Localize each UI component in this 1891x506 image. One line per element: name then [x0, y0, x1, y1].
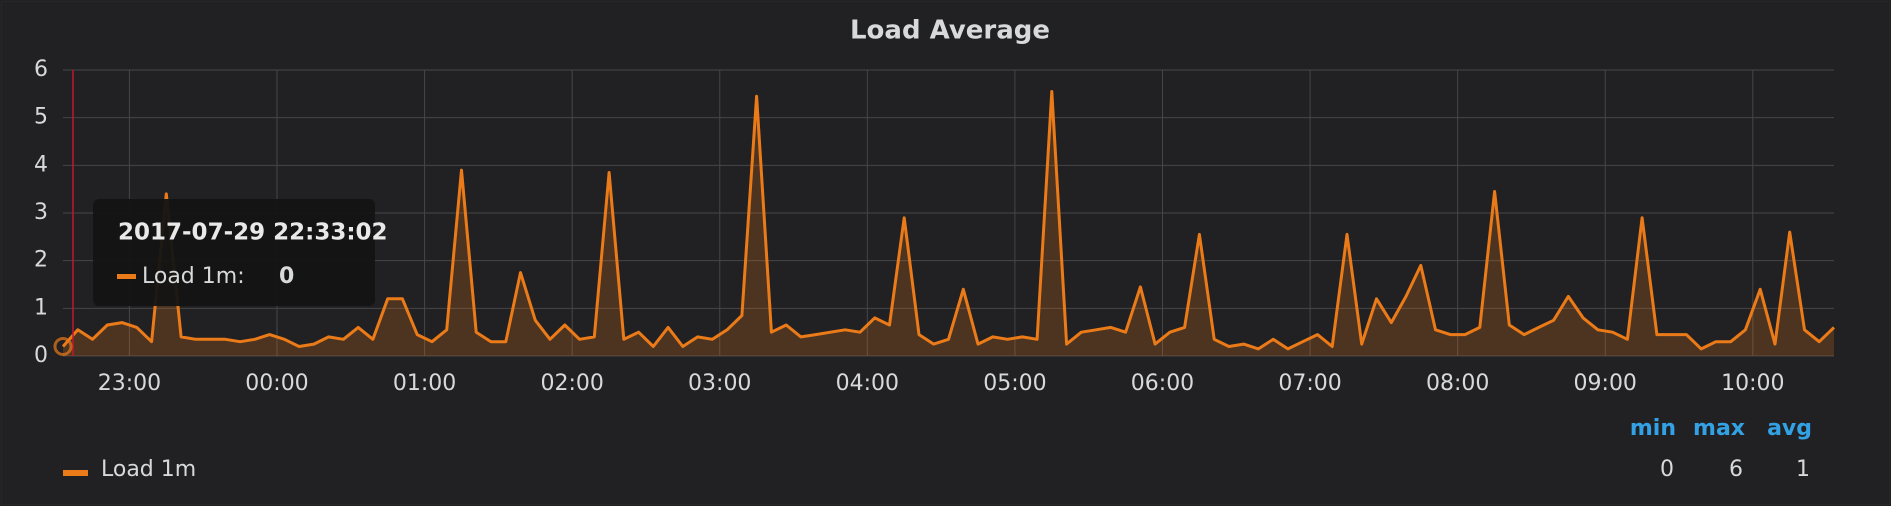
y-tick-label: 6: [34, 57, 48, 82]
x-tick-label: 06:00: [1131, 371, 1194, 396]
y-tick-label: 3: [34, 200, 48, 225]
x-tick-label: 05:00: [983, 371, 1046, 396]
legend-stat: 6: [1729, 457, 1743, 482]
y-tick-label: 2: [34, 248, 48, 273]
legend-header: avg: [1767, 416, 1812, 441]
legend-name: Load 1m: [101, 457, 196, 482]
tooltip-swatch: [117, 274, 136, 279]
tooltip-time: 2017-07-29 22:33:02: [118, 220, 388, 246]
x-tick-label: 00:00: [245, 371, 308, 396]
y-tick-label: 4: [34, 152, 48, 177]
x-tick-label: 04:00: [836, 371, 899, 396]
tooltip-label: Load 1m:: [142, 264, 245, 289]
tooltip-box: [93, 199, 375, 306]
x-tick-label: 02:00: [540, 371, 603, 396]
y-tick-label: 1: [34, 295, 48, 320]
x-tick-label: 08:00: [1426, 371, 1489, 396]
tooltip-value: 0: [279, 264, 294, 289]
x-tick-label: 10:00: [1721, 371, 1784, 396]
x-tick-label: 09:00: [1574, 371, 1637, 396]
x-tick-label: 01:00: [393, 371, 456, 396]
x-tick-label: 23:00: [98, 371, 161, 396]
legend-stat: 0: [1660, 457, 1674, 482]
legend-swatch: [63, 470, 88, 476]
x-tick-label: 07:00: [1278, 371, 1341, 396]
legend-header: max: [1693, 416, 1745, 441]
y-tick-label: 0: [34, 343, 48, 368]
series-line: [61, 90, 1836, 351]
legend-stat: 1: [1796, 457, 1810, 482]
hover-point: [53, 336, 73, 356]
legend-header: min: [1630, 416, 1676, 441]
panel-title: Load Average: [850, 16, 1050, 46]
y-tick-label: 5: [34, 105, 48, 130]
x-tick-label: 03:00: [688, 371, 751, 396]
